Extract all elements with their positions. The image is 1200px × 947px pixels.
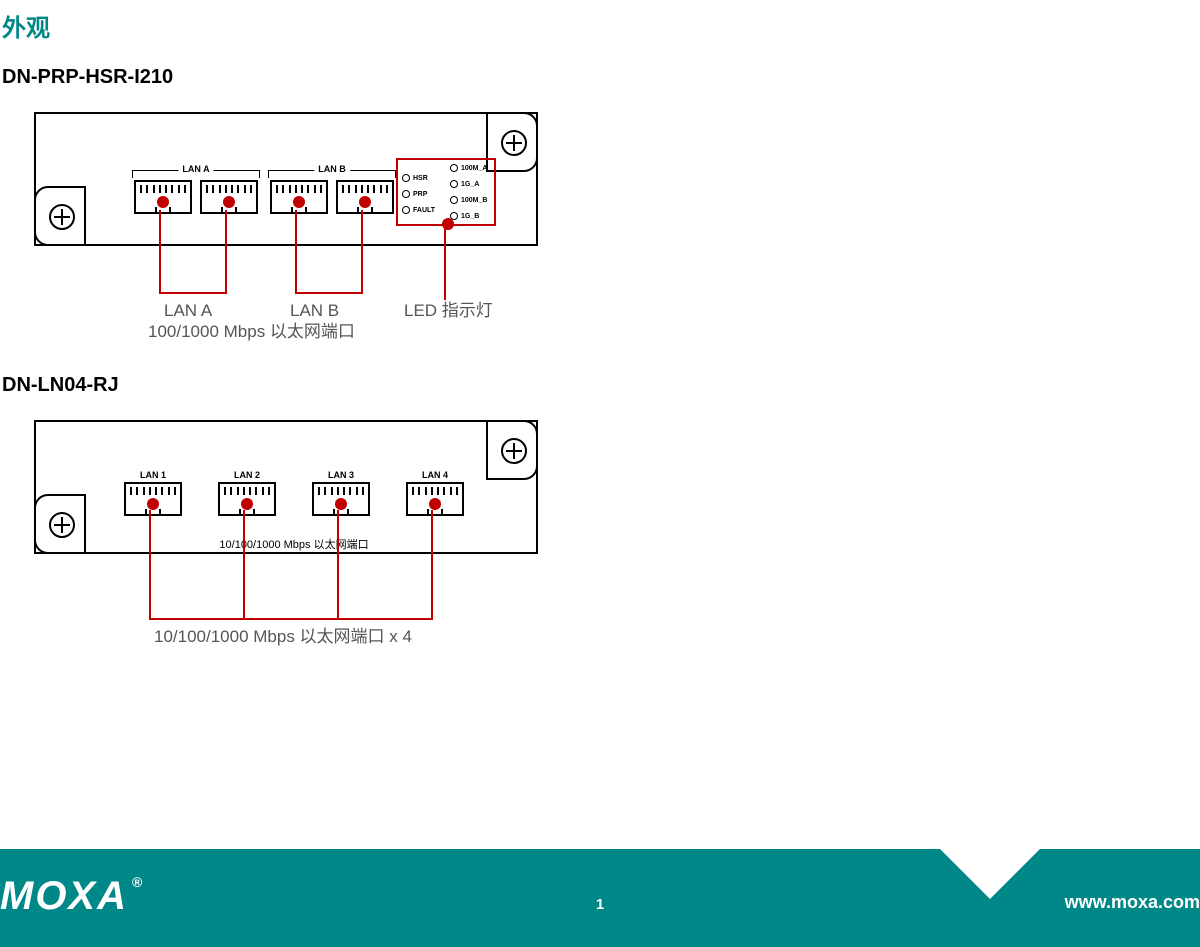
- rj45-port: [134, 180, 192, 214]
- callout-line: [295, 210, 297, 294]
- mount-tab-top: [486, 420, 538, 480]
- inner-caption: 10/100/1000 Mbps 以太网端口: [219, 536, 368, 552]
- callout-line: [149, 510, 151, 618]
- footer-url: www.moxa.com: [1065, 892, 1200, 913]
- callout-line: [243, 510, 245, 618]
- screw-icon: [49, 204, 75, 230]
- rj45-port: [270, 180, 328, 214]
- port-label: LAN 1: [140, 470, 166, 480]
- led-label: PRP: [413, 191, 427, 198]
- device-1-chassis: LAN A LAN B HSR PRP FAULT 100M_A 1G_A 10…: [34, 112, 538, 246]
- callout-line: [337, 510, 339, 618]
- port-label: LAN 4: [422, 470, 448, 480]
- screw-icon: [501, 438, 527, 464]
- callout-line: [361, 210, 363, 294]
- group-b-label: LAN B: [314, 164, 350, 174]
- led-label: 100M_A: [461, 165, 487, 172]
- mount-tab-bot: [34, 186, 86, 246]
- callout-line: [444, 224, 446, 300]
- led-label: 1G_B: [461, 213, 479, 220]
- led-label: 100M_B: [461, 197, 487, 204]
- rj45-port: [336, 180, 394, 214]
- mount-tab-bot: [34, 494, 86, 554]
- page-footer: MOXA® 1 www.moxa.com: [0, 849, 1200, 947]
- callout-line: [149, 618, 433, 620]
- callout-ports: 100/1000 Mbps 以太网端口: [148, 321, 355, 344]
- led-label: 1G_A: [461, 181, 479, 188]
- callout-line: [159, 292, 227, 294]
- callout-leds: LED 指示灯: [404, 300, 493, 323]
- led-label: FAULT: [413, 207, 435, 214]
- rj45-port: [406, 482, 464, 516]
- rj45-port: [312, 482, 370, 516]
- footer-logo: MOXA®: [0, 874, 144, 919]
- model-2-heading: DN-LN04-RJ: [2, 374, 119, 397]
- callout-ports-2: 10/100/1000 Mbps 以太网端口 x 4: [154, 626, 412, 649]
- callout-lan-a: LAN A: [164, 300, 212, 323]
- page-title: 外观: [2, 8, 50, 43]
- rj45-port: [124, 482, 182, 516]
- callout-line: [431, 510, 433, 618]
- rj45-port: [200, 180, 258, 214]
- screw-icon: [49, 512, 75, 538]
- device-2-chassis: LAN 1 LAN 2 LAN 3 LAN 4 10/100/1000 Mbps…: [34, 420, 538, 554]
- port-label: LAN 2: [234, 470, 260, 480]
- model-1-heading: DN-PRP-HSR-I210: [2, 66, 173, 89]
- rj45-port: [218, 482, 276, 516]
- callout-line: [225, 210, 227, 294]
- footer-logo-text: MOXA: [0, 874, 128, 918]
- callout-lan-b: LAN B: [290, 300, 339, 323]
- group-a-label: LAN A: [178, 164, 213, 174]
- footer-page-number: 1: [596, 896, 604, 913]
- callout-line: [295, 292, 363, 294]
- port-label: LAN 3: [328, 470, 354, 480]
- callout-line: [159, 210, 161, 294]
- led-label: HSR: [413, 175, 428, 182]
- led-panel: HSR PRP FAULT 100M_A 1G_A 100M_B 1G_B: [396, 158, 496, 226]
- screw-icon: [501, 130, 527, 156]
